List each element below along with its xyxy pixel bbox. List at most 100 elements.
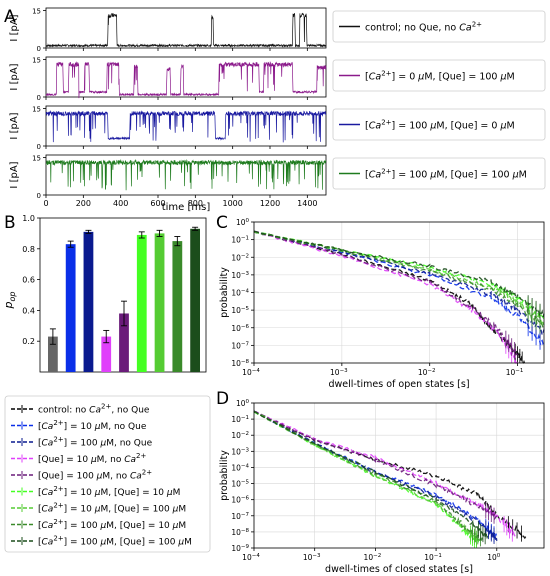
trace-legend-label: [Ca2+] = 0 μM, [Que] = 100 μM [365,70,515,83]
bar-ytick-label: 0.4 [22,306,35,315]
bar-ytick-label: 0.2 [22,337,35,346]
distribution-series-1 [253,410,527,540]
dwell-ylabel: probability [219,267,230,318]
plot-frame [253,402,545,549]
xtick-label: 10−2 [418,368,436,377]
legend-label-3: [Ca2+] = 100 μM, no Que [38,436,153,449]
bar-3 [83,231,94,372]
trace-xtick-label: 0 [43,199,48,208]
trace-ytick-label: 0 [37,192,41,200]
trace-legend-box [332,59,546,92]
trace-ylabel: I [pA] [9,63,20,90]
trace-ytick-label: 15 [32,155,41,163]
bar-ytick-label: 0.8 [22,245,35,254]
trace-legend-box [332,10,546,43]
bar-9 [190,228,200,372]
bar-ylabel: pop [2,292,17,310]
bar-8 [172,241,183,372]
trace-xtick-label: 600 [150,199,165,208]
xtick-label: 10−2 [364,553,382,562]
trace-legend-box [332,108,546,141]
distribution-series-3 [253,230,545,337]
ytick-label: 10−2 [231,253,249,262]
current-trace-4 [45,158,327,191]
trace-ytick-label: 0 [37,45,41,53]
bar-7 [154,233,165,372]
trace-xtick-label: 400 [113,199,128,208]
trace-legend-box [332,157,546,190]
distribution-series-1 [253,231,526,364]
legend-label-6: [Ca2+] = 10 μM, [Que] = 10 μM [38,485,180,498]
distribution-series-5 [253,230,518,356]
trace-frame-3 [45,105,327,147]
legend-label-8: [Ca2+] = 100 μM, [Que] = 10 μM [38,518,186,531]
distribution-series-8 [253,230,545,330]
trace-xtick-label: 800 [188,199,203,208]
trace-xtick-label: 200 [76,199,91,208]
ytick-label: 10−3 [231,447,249,456]
distribution-series-9 [253,411,489,540]
trace-ylabel: I [pA] [9,161,20,188]
panel-label-a: A [4,7,16,27]
xtick-label: 100 [487,553,501,562]
dwell-xlabel: dwell-times of open states [s] [328,379,469,390]
ytick-label: 100 [236,218,250,227]
ytick-label: 100 [236,399,250,408]
legend-label-9: [Ca2+] = 100 μM, [Que] = 100 μM [38,535,192,548]
ytick-label: 10−8 [231,528,249,537]
dwell-plot-D: 10−9 10−8 10−7 10−6 10−5 10−4 10−3 10−2 10−1 100 1… [219,399,545,575]
xtick-label: 10−1 [424,553,442,562]
distribution-series-3 [253,410,498,541]
xtick-label: 10−1 [506,368,524,377]
ytick-label: 10−2 [231,431,249,440]
xtick-label: 10−3 [303,553,321,562]
ytick-label: 10−1 [231,236,249,245]
ytick-label: 10−1 [231,415,249,424]
ytick-label: 10−7 [231,341,249,350]
ytick-label: 10−4 [231,463,249,472]
trace-ytick-label: 15 [32,57,41,65]
trace-ytick-label: 0 [37,94,41,102]
bar-2 [65,244,76,372]
trace-ylabel: I [pA] [9,112,20,139]
trace-xlabel: time [ms] [162,202,211,213]
panel-label-c: C [216,213,228,233]
panel-label-b: B [4,213,16,233]
ytick-label: 10−3 [231,271,249,280]
bar-4 [101,336,112,372]
dwell-xlabel: dwell-times of closed states [s] [325,564,473,575]
trace-ytick-label: 0 [37,143,41,151]
distribution-series-4 [253,231,518,364]
legend-label-4: [Que] = 10 μM, no Ca2+ [38,452,147,465]
trace-ytick-label: 15 [32,106,41,114]
trace-frame-1 [45,7,327,49]
panel-label-d: D [216,389,229,409]
ytick-label: 10−6 [231,496,249,505]
trace-xtick-label: 1400 [297,199,317,208]
distribution-series-5 [253,410,498,521]
trace-legend-label: control; no Que, no Ca2+ [365,21,482,34]
legend-label-7: [Ca2+] = 10 μM, [Que] = 100 μM [38,502,186,515]
distribution-series-6 [253,411,480,544]
current-trace-3 [45,110,327,143]
xtick-label: 10−4 [242,553,260,562]
trace-legend-label: [Ca2+] = 100 μM, [Que] = 100 μM [365,168,527,181]
bar-6 [136,234,147,372]
ytick-label: 10−4 [231,289,249,298]
ytick-label: 10−5 [231,306,249,315]
trace-frame-4 [45,154,327,196]
legend-label-2: [Ca2+] = 10 μM, no Que [38,419,147,432]
bar-5 [119,313,129,372]
trace-legend-label: [Ca2+] = 100 μM, [Que] = 0 μM [365,119,515,132]
xtick-label: 10−4 [242,368,260,377]
current-trace-1 [45,12,327,48]
distribution-series-7 [253,231,545,326]
xtick-label: 10−3 [330,368,348,377]
trace-frame-2 [45,56,327,98]
ytick-label: 10−6 [231,324,249,333]
distribution-series-9 [253,230,545,318]
condition-legend-box [4,395,211,553]
trace-xtick-label: 1200 [260,199,280,208]
dwell-ylabel: probability [219,450,230,501]
